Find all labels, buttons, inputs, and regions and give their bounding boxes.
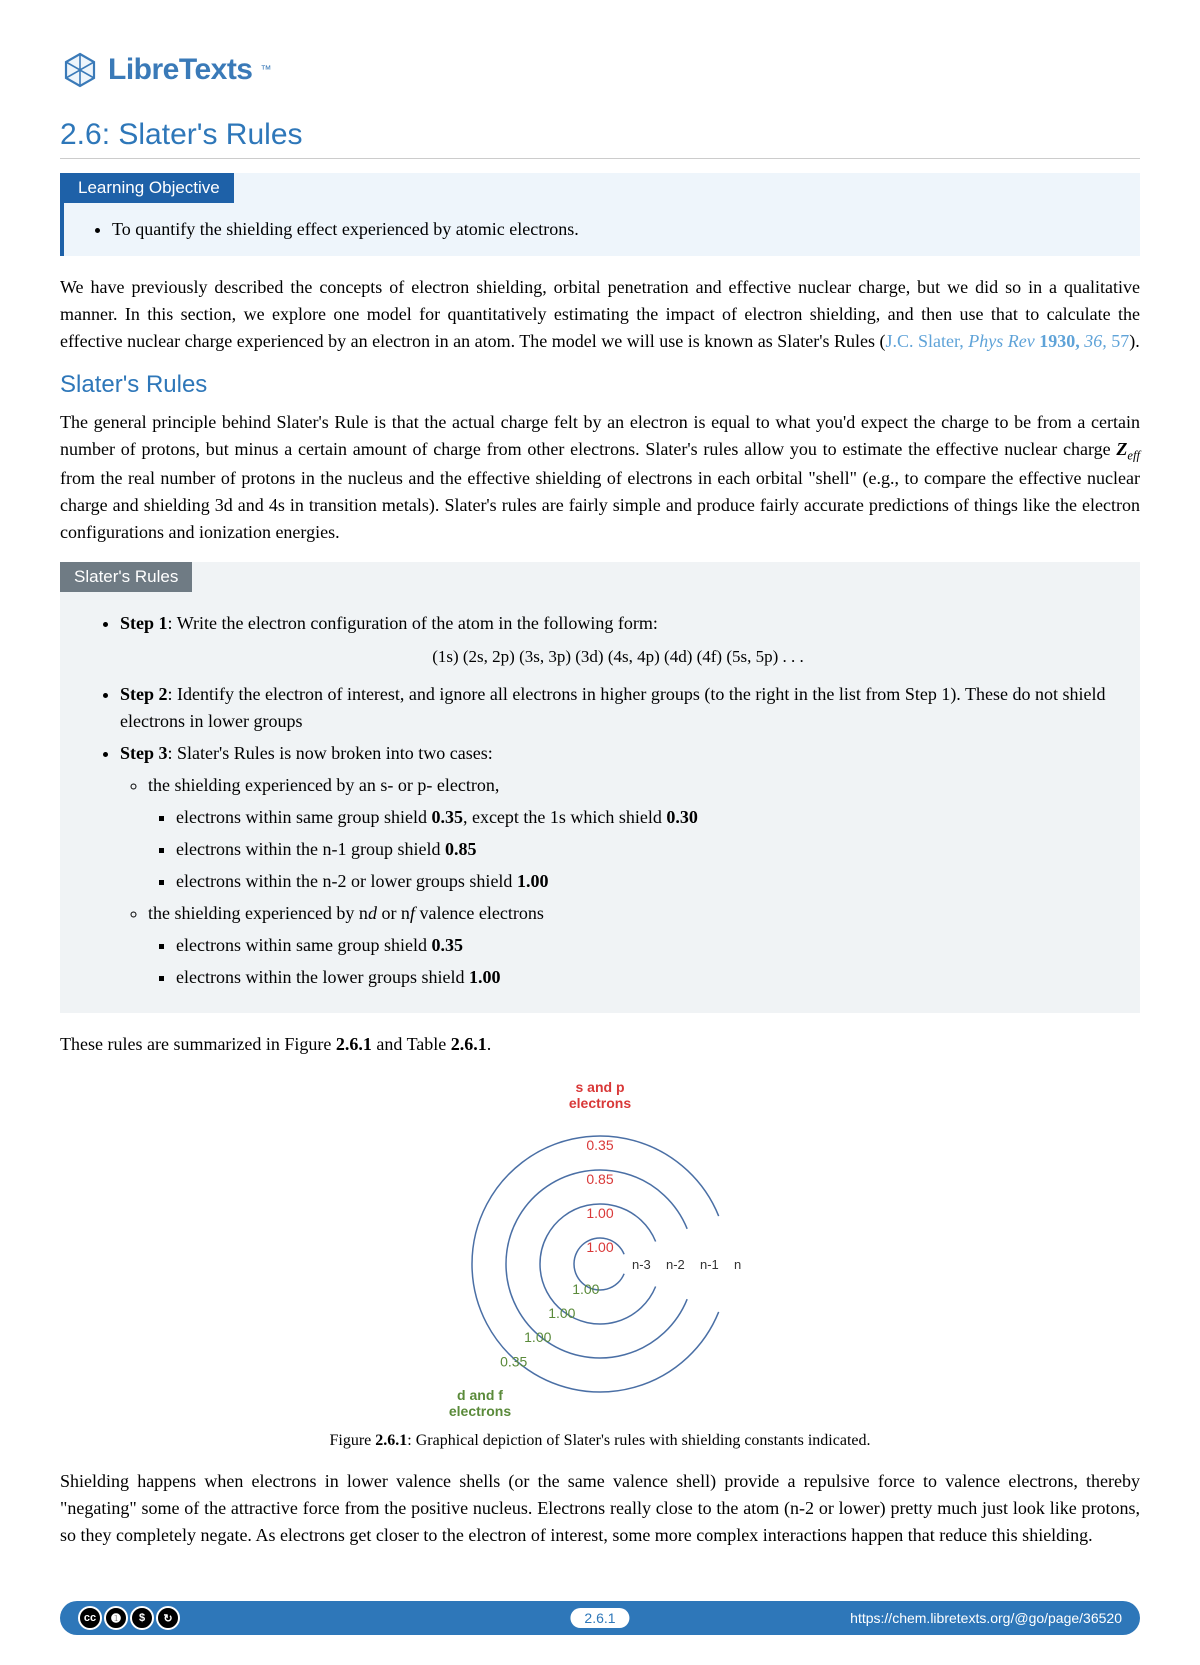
zeff-symbol: Zeff (1116, 439, 1140, 459)
svg-text:n: n (734, 1257, 741, 1272)
svg-text:n-1: n-1 (700, 1257, 719, 1272)
case-sp: the shielding experienced by an s- or p-… (148, 772, 1116, 896)
svg-text:electrons: electrons (569, 1095, 631, 1111)
svg-text:electrons: electrons (449, 1403, 511, 1419)
footer-url[interactable]: https://chem.libretexts.org/@go/page/365… (850, 1610, 1122, 1626)
citation-link[interactable]: J.C. Slater, Phys Rev 1930, 36, 57 (885, 331, 1129, 351)
closing-paragraph: Shielding happens when electrons in lowe… (60, 1468, 1140, 1549)
learning-objective-tab: Learning Objective (64, 173, 234, 203)
sp-rule-1: electrons within same group shield 0.35,… (176, 804, 1116, 832)
svg-text:1.00: 1.00 (548, 1306, 575, 1322)
footer-bar: cc ➊ $ ↻ 2.6.1 https://chem.libretexts.o… (60, 1601, 1140, 1635)
svg-text:n-2: n-2 (666, 1257, 685, 1272)
sp-rule-3: electrons within the n-2 or lower groups… (176, 868, 1116, 896)
svg-text:1.00: 1.00 (586, 1239, 613, 1255)
brand-name: LibreTexts (108, 53, 253, 87)
svg-text:d and f: d and f (457, 1387, 503, 1403)
figure-caption: Figure 2.6.1: Graphical depiction of Sla… (60, 1432, 1140, 1450)
principle-paragraph: The general principle behind Slater's Ru… (60, 409, 1140, 546)
learning-objective-callout: Learning Objective To quantify the shiel… (60, 173, 1140, 256)
brand-logo: LibreTexts ™ (60, 50, 1140, 90)
page-number: 2.6.1 (570, 1608, 629, 1628)
intro-paragraph: We have previously described the concept… (60, 274, 1140, 355)
nc-icon: $ (130, 1606, 154, 1630)
svg-text:1.00: 1.00 (524, 1330, 551, 1346)
libretexts-icon (60, 50, 100, 90)
sa-icon: ↻ (156, 1606, 180, 1630)
svg-text:1.00: 1.00 (586, 1205, 613, 1221)
svg-text:0.85: 0.85 (586, 1171, 613, 1187)
slaters-rules-box: Slater's Rules Step 1: Write the electro… (60, 562, 1140, 1013)
brand-tm: ™ (261, 64, 272, 76)
section-heading: Slater's Rules (60, 371, 1140, 399)
cc-icon: cc (78, 1606, 102, 1630)
svg-text:0.35: 0.35 (586, 1137, 613, 1153)
by-icon: ➊ (104, 1606, 128, 1630)
svg-text:s and p: s and p (575, 1079, 624, 1095)
rule-step-3: Step 3: Slater's Rules is now broken int… (120, 740, 1116, 991)
electron-config-line: (1s) (2s, 2p) (3s, 3p) (3d) (4s, 4p) (4d… (120, 644, 1116, 670)
rules-box-tab: Slater's Rules (60, 562, 192, 592)
svg-text:0.35: 0.35 (500, 1354, 527, 1370)
rule-step-1: Step 1: Write the electron configuration… (120, 610, 1116, 670)
case-df: the shielding experienced by nd or nf va… (148, 900, 1116, 992)
sp-rule-2: electrons within the n-1 group shield 0.… (176, 836, 1116, 864)
df-rule-2: electrons within the lower groups shield… (176, 964, 1116, 992)
rule-step-2: Step 2: Identify the electron of interes… (120, 681, 1116, 737)
svg-text:1.00: 1.00 (572, 1282, 599, 1298)
page-title: 2.6: Slater's Rules (60, 118, 1140, 159)
summary-line: These rules are summarized in Figure 2.6… (60, 1031, 1140, 1058)
cc-license-badges: cc ➊ $ ↻ (78, 1606, 180, 1630)
shielding-diagram: n-3 n-2 n-1 n 0.35 0.85 1.00 1.00 1.00 1.00 1.00 0.… (420, 1074, 780, 1424)
learning-objective-item: To quantify the shielding effect experie… (112, 215, 1122, 244)
svg-text:n-3: n-3 (632, 1257, 651, 1272)
df-rule-1: electrons within same group shield 0.35 (176, 932, 1116, 960)
